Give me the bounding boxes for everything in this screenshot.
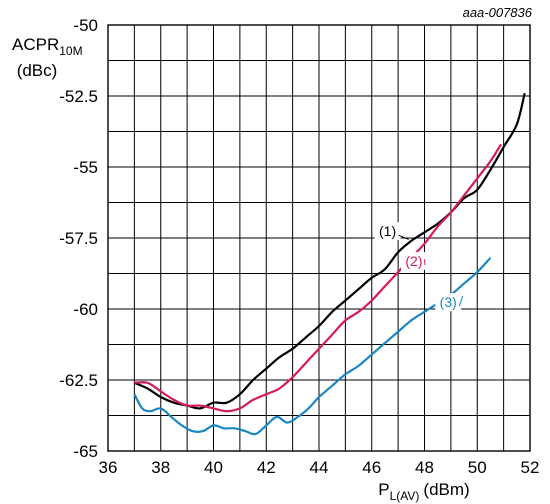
x-tick-label: 42 bbox=[257, 458, 276, 477]
x-tick-label: 40 bbox=[204, 458, 223, 477]
x-axis-title: PL(AV) (dBm) bbox=[378, 480, 469, 503]
series-label-leader bbox=[398, 234, 409, 240]
series-label: (3) bbox=[440, 294, 457, 310]
x-tick-label: 36 bbox=[99, 458, 118, 477]
x-axis-title-sub: L(AV) bbox=[390, 489, 420, 503]
tick-labels: 36 38 40 42 44 46 48 50 52 -50 -52.5 -55 -57.5 -60 -62… bbox=[59, 16, 539, 477]
series-label: (2) bbox=[405, 253, 422, 269]
grid bbox=[108, 25, 530, 451]
series-line bbox=[133, 257, 492, 436]
x-axis-title-main: P bbox=[378, 480, 389, 499]
series-label: (1) bbox=[379, 223, 396, 239]
x-tick-label: 38 bbox=[151, 458, 170, 477]
y-tick-label: -55 bbox=[73, 158, 98, 177]
series-label-backdrop bbox=[374, 222, 401, 241]
x-axis-title-unit: (dBm) bbox=[423, 480, 469, 499]
y-tick-label: -57.5 bbox=[59, 229, 98, 248]
plot-frame bbox=[107, 24, 531, 452]
x-tick-label: 48 bbox=[415, 458, 434, 477]
y-tick-label: -60 bbox=[73, 300, 98, 319]
y-axis-title: ACPR10M bbox=[12, 35, 83, 58]
series-label-leader bbox=[458, 296, 464, 307]
y-axis-title-main: ACPR bbox=[12, 35, 59, 54]
y-tick-label: -52.5 bbox=[59, 87, 98, 106]
x-tick-label: 52 bbox=[521, 458, 540, 477]
series-label-backdrop bbox=[435, 293, 462, 312]
series-label-backdrop bbox=[400, 251, 427, 270]
y-axis-unit: (dBc) bbox=[17, 61, 58, 80]
series-line bbox=[134, 143, 502, 413]
x-tick-label: 50 bbox=[468, 458, 487, 477]
x-tick-label: 46 bbox=[362, 458, 381, 477]
y-tick-label: -62.5 bbox=[59, 371, 98, 390]
series-labels: (1) (2) (3) bbox=[374, 222, 464, 312]
y-tick-label: -65 bbox=[73, 442, 98, 461]
figure-code: aaa-007836 bbox=[463, 5, 533, 20]
series-line bbox=[133, 92, 526, 410]
x-tick-label: 44 bbox=[310, 458, 329, 477]
y-tick-label: -50 bbox=[73, 16, 98, 35]
y-axis-title-sub: 10M bbox=[59, 44, 82, 58]
series-layer bbox=[133, 92, 526, 436]
